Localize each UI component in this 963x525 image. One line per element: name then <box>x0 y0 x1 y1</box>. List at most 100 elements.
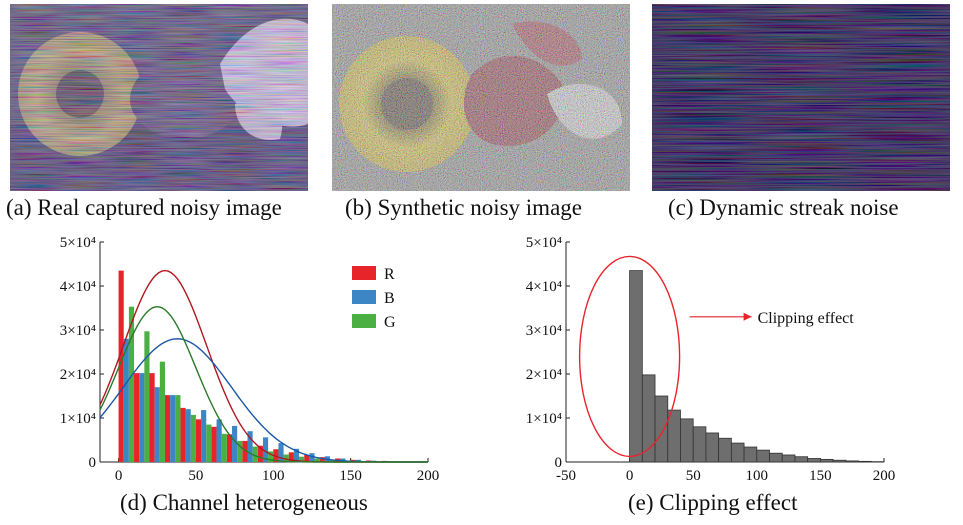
caption-b: (b) Synthetic noisy image <box>345 195 582 220</box>
dynamic-streak-noise-image <box>652 4 950 191</box>
bar-g <box>128 306 135 462</box>
channel-histogram-chart: 0 1×10⁴ 2×10⁴ 3×10⁴ 4×10⁴ 5×10⁴ 0 50 100 150 200 RB… <box>60 235 440 484</box>
annotation-arrowhead <box>743 312 752 321</box>
y-tick-label: 1×10⁴ <box>526 411 562 427</box>
x-tick-label: 50 <box>686 468 701 484</box>
bar-g <box>299 456 305 462</box>
bar-g <box>314 458 320 462</box>
x-tick-label: 150 <box>809 468 832 484</box>
x-tick-label: 0 <box>626 468 634 484</box>
bar-b <box>293 448 300 462</box>
bar-g <box>283 454 289 462</box>
bar-g <box>159 361 165 462</box>
bar-b <box>262 437 269 462</box>
bar-count <box>858 460 872 463</box>
bar-g <box>221 433 227 462</box>
bar-count <box>756 449 770 463</box>
bar-r <box>211 426 217 462</box>
bar-count <box>730 442 745 463</box>
bar-b <box>185 409 191 462</box>
bar-b <box>216 419 222 462</box>
bar-b <box>154 387 160 462</box>
y-tick-label: 3×10⁴ <box>526 323 562 339</box>
fit-curve-g <box>99 306 428 463</box>
legend-swatch-b <box>352 290 376 304</box>
caption-a: (a) Real captured noisy image <box>6 195 282 220</box>
bar-r <box>242 440 248 462</box>
x-tick-label: 50 <box>188 468 203 484</box>
bar-count <box>807 458 821 463</box>
bar-r <box>226 434 233 462</box>
bar-g <box>144 331 150 462</box>
clipping-ellipse <box>578 255 681 458</box>
bar-count <box>718 437 732 463</box>
legend-label-b: B <box>384 290 395 307</box>
bar-count <box>769 452 783 463</box>
bar-r <box>164 395 171 462</box>
y-tick-label: 5×10⁴ <box>60 235 96 251</box>
y-tick-label: 2×10⁴ <box>526 367 562 383</box>
bar-g <box>175 395 181 462</box>
bar-count <box>781 454 796 463</box>
bar-b <box>278 443 284 462</box>
bar-r <box>149 373 155 462</box>
bar-r <box>118 270 124 462</box>
y-tick-label: 0 <box>555 455 563 471</box>
x-tick-label: 0 <box>115 468 123 484</box>
bar-b <box>139 373 145 462</box>
bar-g <box>237 440 243 462</box>
bar-count <box>629 270 643 463</box>
legend-label-g: G <box>384 314 396 331</box>
bar-r <box>180 407 186 462</box>
bar-count <box>680 418 694 463</box>
y-tick-label: 3×10⁴ <box>60 323 96 339</box>
legend-swatch-g <box>352 314 376 328</box>
bar-b <box>201 410 207 462</box>
bar-count <box>845 460 859 463</box>
bar-g <box>206 424 212 462</box>
bar-r <box>195 419 202 462</box>
x-tick-label: 150 <box>339 468 362 484</box>
y-tick-label: 4×10⁴ <box>60 279 96 295</box>
legend-label-r: R <box>384 266 395 283</box>
bar-r <box>134 373 140 462</box>
bar-g <box>190 414 196 462</box>
bar-b <box>170 395 176 462</box>
x-tick-label: 100 <box>262 468 285 484</box>
bar-count <box>794 456 809 463</box>
caption-d: (d) Channel heterogeneous <box>120 490 368 515</box>
bar-g <box>252 446 258 462</box>
bar-g <box>268 451 274 462</box>
bar-r <box>319 457 325 462</box>
bar-b <box>123 338 129 462</box>
x-tick-label: -50 <box>556 468 576 484</box>
y-tick-label: 0 <box>89 455 97 471</box>
real-noisy-image <box>10 4 308 191</box>
bar-b <box>309 453 315 462</box>
bar-r <box>304 454 310 462</box>
legend-swatch-r <box>352 266 376 280</box>
bar-count <box>705 432 720 463</box>
x-tick-label: 100 <box>746 468 769 484</box>
bar-count <box>819 458 834 463</box>
bar-count <box>692 426 707 463</box>
bar-count <box>654 395 669 463</box>
bar-b <box>232 425 238 462</box>
x-tick-label: 200 <box>417 468 440 484</box>
y-tick-label: 4×10⁴ <box>526 279 562 295</box>
bar-r <box>257 445 263 462</box>
caption-e: (e) Clipping effect <box>628 490 798 515</box>
bar-count <box>743 446 758 463</box>
bar-g <box>330 459 336 462</box>
x-tick-label: 200 <box>873 468 896 484</box>
y-tick-label: 5×10⁴ <box>526 235 562 251</box>
annotation-text: Clipping effect <box>758 310 855 327</box>
synthetic-noisy-image <box>332 4 630 191</box>
bar-count <box>832 459 847 463</box>
bar-b <box>247 431 253 462</box>
y-tick-label: 2×10⁴ <box>60 367 96 383</box>
caption-c: (c) Dynamic streak noise <box>668 195 899 220</box>
y-tick-label: 1×10⁴ <box>60 411 96 427</box>
bar-r <box>288 452 294 462</box>
